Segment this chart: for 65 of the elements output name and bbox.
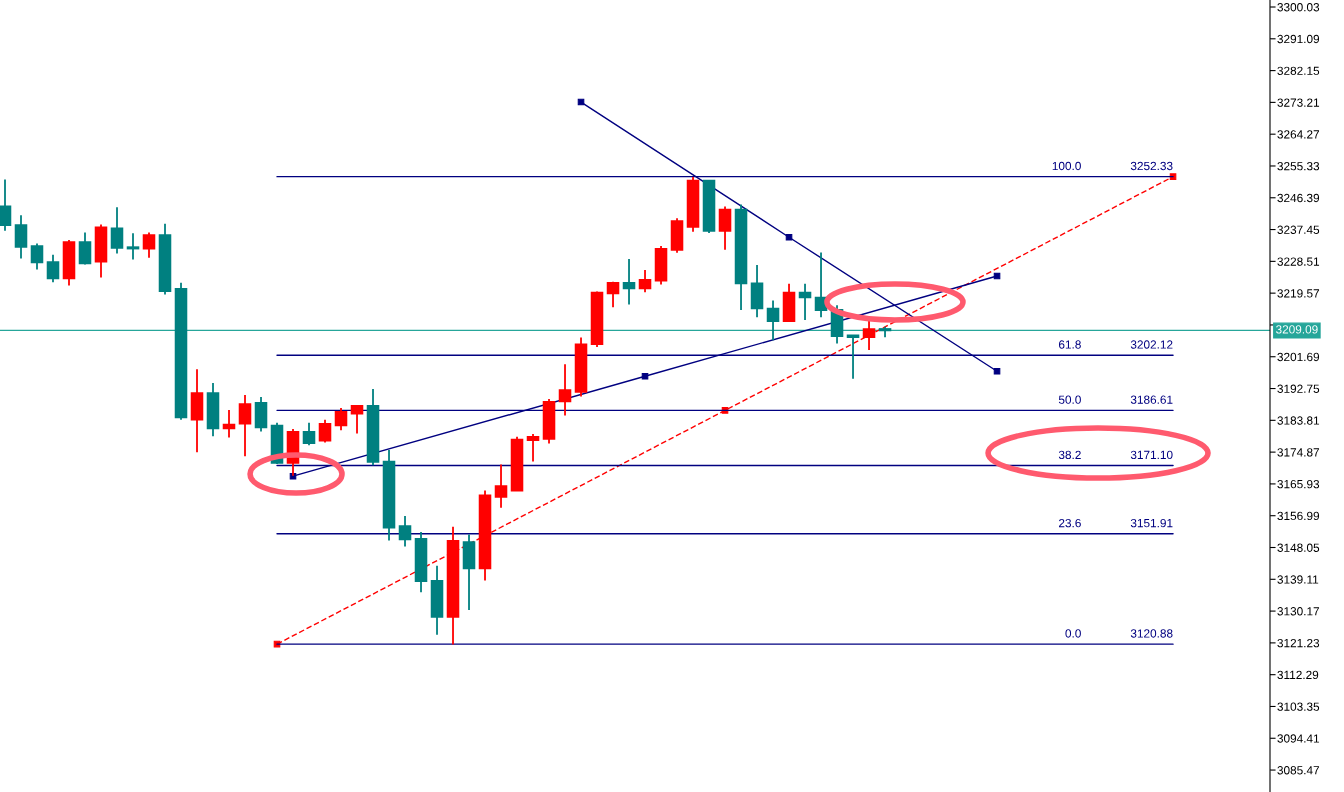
- candlestick: [494, 463, 508, 509]
- y-tick-label: 3201.69: [1277, 352, 1320, 362]
- y-tick-label: 3255.33: [1277, 162, 1320, 171]
- y-tick-label: 3130.17: [1277, 607, 1320, 616]
- series-label: 50.0: [1058, 395, 1081, 404]
- y-tick-label: 3094.41: [1277, 734, 1320, 743]
- y-tick-label: 3156.99: [1277, 511, 1320, 521]
- y-tick-label: 3246.39: [1277, 193, 1320, 203]
- candlestick: [526, 432, 540, 463]
- candlestick: [398, 515, 412, 548]
- y-tick-label: 3228.51: [1277, 257, 1320, 266]
- y-tick-label: 3121.23: [1277, 638, 1320, 648]
- series-label: 0.0: [1065, 629, 1081, 638]
- y-tick-label: 3300.03: [1277, 3, 1320, 12]
- series-label: 23.6: [1058, 518, 1081, 528]
- point: [785, 233, 793, 241]
- candlestick: [638, 269, 652, 294]
- point: [641, 372, 649, 380]
- y-tick-label: 3264.27: [1277, 130, 1320, 139]
- candlestick: [142, 231, 156, 259]
- y-tick-label: 3192.75: [1277, 384, 1320, 393]
- y-tick-label: 3148.05: [1277, 543, 1320, 552]
- y-tick-label: 3183.81: [1277, 416, 1320, 425]
- y-tick-label: 3273.21: [1277, 98, 1320, 107]
- y-tick-label: 3291.09: [1277, 34, 1320, 44]
- ref-line-label: 3209.09: [1276, 325, 1318, 334]
- y-tick-label: 3219.57: [1277, 289, 1320, 298]
- data-label: 3120.88: [1130, 629, 1173, 638]
- candlestick: [110, 206, 124, 255]
- series-label: 38.2: [1058, 450, 1081, 460]
- y-tick-label: 3165.93: [1277, 479, 1320, 489]
- candlestick: [222, 409, 236, 439]
- series-label: 100.0: [1052, 161, 1081, 171]
- candlestick: [318, 418, 332, 444]
- candlestick: [798, 282, 812, 321]
- y-tick-label: 3282.15: [1277, 66, 1320, 75]
- y-tick-label: 3112.29: [1277, 670, 1319, 680]
- candlestick: [350, 404, 364, 435]
- data-label: 3252.33: [1130, 161, 1173, 171]
- data-label: 3151.91: [1130, 518, 1173, 528]
- y-tick-label: 3103.35: [1277, 702, 1320, 711]
- data-label: 3186.61: [1130, 395, 1173, 404]
- candlestick: [302, 421, 316, 447]
- candlestick: [0, 178, 12, 232]
- candlestick: [46, 253, 60, 284]
- candlestick: [718, 205, 732, 251]
- y-tick-label: 3085.47: [1277, 766, 1320, 775]
- y-tick-label: 3237.45: [1277, 225, 1320, 234]
- candlestick: [14, 214, 28, 260]
- y-tick-label: 3139.11: [1277, 575, 1319, 584]
- data-label: 3202.12: [1130, 340, 1173, 349]
- candlestick: [334, 407, 348, 432]
- candlestick: [78, 231, 92, 266]
- candlestick: [846, 334, 860, 380]
- candlestick: [766, 299, 780, 342]
- data-label: 3171.10: [1130, 450, 1173, 460]
- series-label: 61.8: [1059, 340, 1081, 349]
- candlestick: [238, 394, 252, 458]
- candlestick: [622, 257, 636, 306]
- point: [993, 367, 1001, 375]
- candlestick: [30, 242, 44, 271]
- y-tick-label: 3174.87: [1277, 448, 1320, 457]
- candlestick: [126, 232, 140, 261]
- candlestick: [606, 280, 620, 309]
- candlestick: [558, 363, 572, 417]
